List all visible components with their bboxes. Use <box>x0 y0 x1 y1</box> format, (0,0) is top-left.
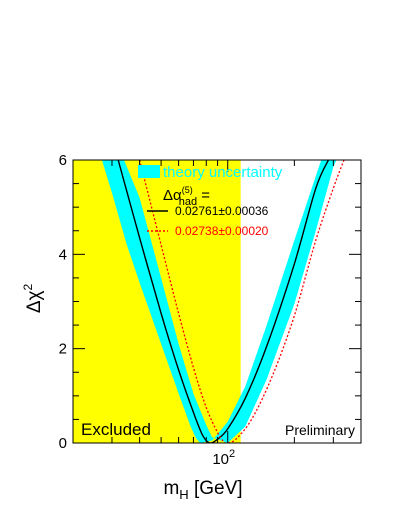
legend-entry-dotted: 0.02738±0.00020 <box>175 224 269 238</box>
y-tick-label: 6 <box>59 152 67 169</box>
y-axis-label: Δχ2 <box>21 284 45 314</box>
y-tick-labels: 0 2 4 6 <box>59 152 67 452</box>
preliminary-label: Preliminary <box>285 422 355 438</box>
legend: theory uncertainty Δα(5) had = 0.02761±0.… <box>138 164 283 238</box>
x-axis-label: mH [GeV] <box>163 478 242 502</box>
legend-band-swatch <box>138 165 160 178</box>
plot-area <box>73 160 345 443</box>
excluded-label: Excluded <box>81 420 151 439</box>
legend-header: Δα(5) had = <box>163 185 210 208</box>
y-tick-label: 4 <box>59 246 67 263</box>
y-tick-label: 0 <box>59 435 67 452</box>
y-tick-label: 2 <box>59 341 67 358</box>
x-tick-label: 102 <box>212 448 235 468</box>
legend-entry-solid: 0.02761±0.00036 <box>175 204 269 218</box>
legend-band-label: theory uncertainty <box>163 164 283 181</box>
axis-ticks <box>72 159 362 444</box>
